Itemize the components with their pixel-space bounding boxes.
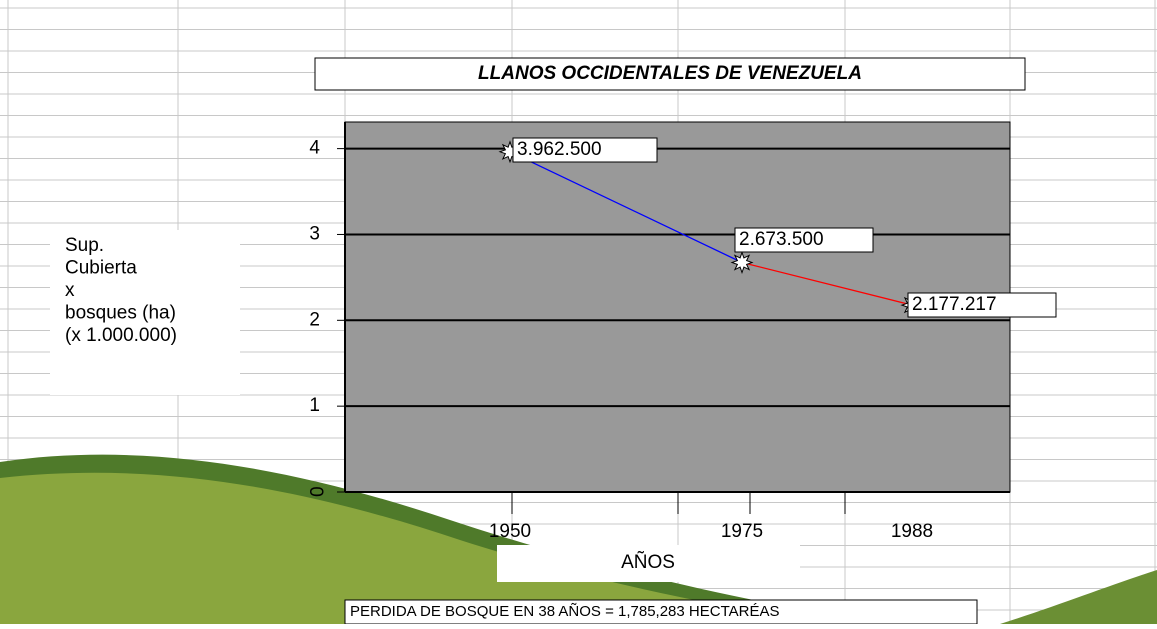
x-tick-label: 1988 (891, 521, 933, 542)
value-label: 2.177.217 (912, 294, 997, 315)
data-point (732, 253, 752, 273)
chart-title: LLANOS OCCIDENTALES DE VENEZUELA (478, 63, 862, 84)
x-tick-label: 1975 (721, 521, 763, 542)
y-axis-label: Cubierta (65, 258, 137, 279)
chart: LLANOS OCCIDENTALES DE VENEZUELA AÑOS PE… (0, 0, 1157, 624)
y-axis-label: x (65, 280, 75, 301)
x-axis-label: AÑOS (621, 551, 675, 573)
y-tick-label: 0 (305, 486, 326, 497)
y-tick-label: 3 (309, 223, 320, 244)
footnote: PERDIDA DE BOSQUE EN 38 AÑOS = 1,785,283… (350, 603, 779, 620)
x-tick-label: 1950 (489, 521, 531, 542)
y-tick-label: 4 (309, 138, 320, 159)
y-tick-label: 1 (309, 395, 320, 416)
value-label: 2.673.500 (739, 229, 824, 250)
y-axis-label: Sup. (65, 235, 104, 256)
y-tick-label: 2 (309, 309, 320, 330)
value-label: 3.962.500 (517, 139, 602, 160)
y-axis-label: (x 1.000.000) (65, 325, 177, 346)
y-axis-label: bosques (ha) (65, 303, 176, 324)
